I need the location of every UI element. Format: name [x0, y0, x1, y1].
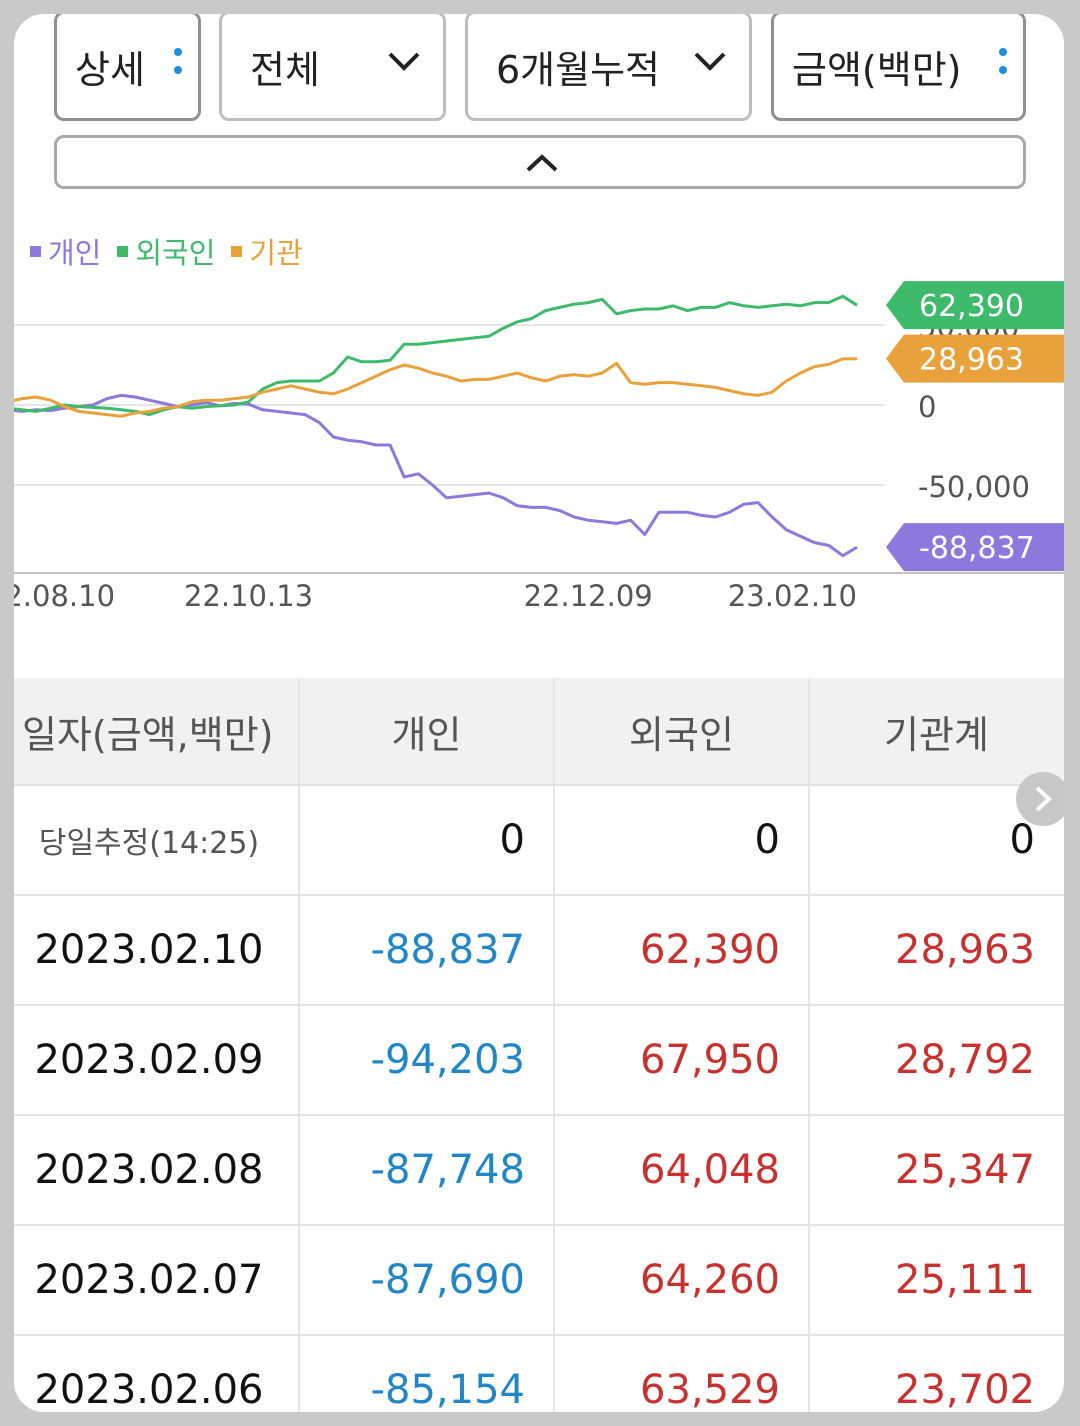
column-header-foreign: 외국인 — [553, 678, 808, 784]
row-date: 2023.02.06 — [34, 1367, 264, 1412]
table-row: 2023.02.06 -85,154 63,529 23,702 — [14, 1336, 1064, 1412]
legend-label-individual: 개인 — [48, 236, 102, 270]
chevron-up-icon — [526, 154, 558, 172]
row-institution: 25,347 — [808, 1116, 1063, 1224]
legend-item-foreign: 외국인 — [117, 230, 215, 272]
row-institution: 28,963 — [808, 896, 1063, 1004]
content-card: 상세 전체 6개월누적 금액(백만) 개인 외국인 기관 50,0000-50,… — [14, 14, 1064, 1412]
legend-label-foreign: 외국인 — [135, 236, 216, 270]
series-line-1 — [14, 294, 858, 417]
table-row: 2023.02.08 -87,748 64,048 25,347 — [14, 1116, 1064, 1226]
row-institution: 0 — [808, 786, 1063, 894]
column-header-institution: 기관계 — [808, 678, 1063, 784]
end-value-tag — [886, 281, 1064, 330]
legend-swatch-institution — [231, 245, 243, 257]
scroll-right-button[interactable] — [1016, 772, 1064, 826]
collapse-toggle-button[interactable] — [54, 135, 1026, 189]
x-tick-label: 22.12.09 — [524, 579, 653, 613]
scope-dropdown[interactable]: 전체 — [219, 14, 446, 121]
row-date: 당일추정(14:25) — [38, 826, 260, 861]
row-foreign: 64,260 — [553, 1226, 808, 1334]
chevron-down-icon — [694, 52, 726, 71]
end-value-label: 62,390 — [919, 289, 1024, 324]
x-tick-label: 22.08.10 — [14, 579, 115, 613]
row-individual: -88,837 — [298, 896, 553, 1004]
y-tick-label: -50,000 — [918, 470, 1030, 504]
table-row: 2023.02.09 -94,203 67,950 28,792 — [14, 1006, 1064, 1116]
vertical-dots-icon — [999, 48, 1007, 84]
column-header-individual: 개인 — [298, 678, 553, 784]
legend-label-institution: 기관 — [249, 236, 303, 270]
row-institution: 23,702 — [808, 1336, 1063, 1412]
row-foreign: 0 — [553, 786, 808, 894]
row-date: 2023.02.09 — [34, 1037, 264, 1083]
row-date: 2023.02.08 — [34, 1147, 264, 1193]
table-header: 일자(금액,백만) 개인 외국인 기관계 — [14, 678, 1064, 786]
detail-label: 상세 — [75, 47, 145, 92]
vertical-dots-icon — [174, 48, 182, 84]
column-header-date: 일자(금액,백만) — [22, 712, 274, 757]
x-tick-label: 22.10.13 — [184, 579, 313, 613]
chevron-right-icon — [1035, 786, 1052, 812]
end-value-label: -88,837 — [919, 531, 1035, 566]
row-foreign: 64,048 — [553, 1116, 808, 1224]
chevron-down-icon — [388, 52, 420, 71]
row-foreign: 67,950 — [553, 1006, 808, 1114]
row-individual: -85,154 — [298, 1336, 553, 1412]
row-individual: -94,203 — [298, 1006, 553, 1114]
legend-item-individual: 개인 — [30, 230, 101, 272]
table-row: 2023.02.07 -87,690 64,260 25,111 — [14, 1226, 1064, 1336]
period-dropdown[interactable]: 6개월누적 — [465, 14, 752, 121]
table-row: 2023.02.10 -88,837 62,390 28,963 — [14, 896, 1064, 1006]
row-date: 2023.02.07 — [34, 1257, 264, 1303]
cumulative-net-buy-chart: 50,0000-50,000-88,83762,39028,96322.08.1… — [14, 281, 1064, 613]
row-foreign: 62,390 — [553, 896, 808, 1004]
y-tick-label: 0 — [918, 390, 936, 424]
end-value-tag — [886, 523, 1064, 572]
chart-legend: 개인 외국인 기관 — [30, 230, 303, 272]
row-date: 2023.02.10 — [34, 927, 264, 973]
end-value-label: 28,963 — [919, 343, 1024, 378]
scope-label: 전체 — [250, 47, 320, 92]
series-line-2 — [14, 357, 858, 418]
row-individual: 0 — [298, 786, 553, 894]
series-line-0 — [14, 393, 858, 558]
unit-label: 금액(백만) — [792, 47, 962, 92]
row-institution: 28,792 — [808, 1006, 1063, 1114]
table-row: 당일추정(14:25) 0 0 0 — [14, 786, 1064, 896]
period-label: 6개월누적 — [496, 47, 661, 92]
x-tick-label: 23.02.10 — [728, 579, 857, 613]
legend-swatch-individual — [30, 245, 41, 257]
row-individual: -87,690 — [298, 1226, 553, 1334]
legend-swatch-foreign — [117, 245, 129, 257]
detail-menu-button[interactable]: 상세 — [54, 14, 201, 121]
row-institution: 25,111 — [808, 1226, 1063, 1334]
row-individual: -87,748 — [298, 1116, 553, 1224]
row-foreign: 63,529 — [553, 1336, 808, 1412]
investor-table: 일자(금액,백만) 개인 외국인 기관계 당일추정(14:25) 0 0 0 2… — [14, 678, 1064, 1412]
end-value-tag — [886, 334, 1064, 383]
legend-item-institution: 기관 — [231, 230, 303, 272]
unit-menu-button[interactable]: 금액(백만) — [771, 14, 1026, 121]
